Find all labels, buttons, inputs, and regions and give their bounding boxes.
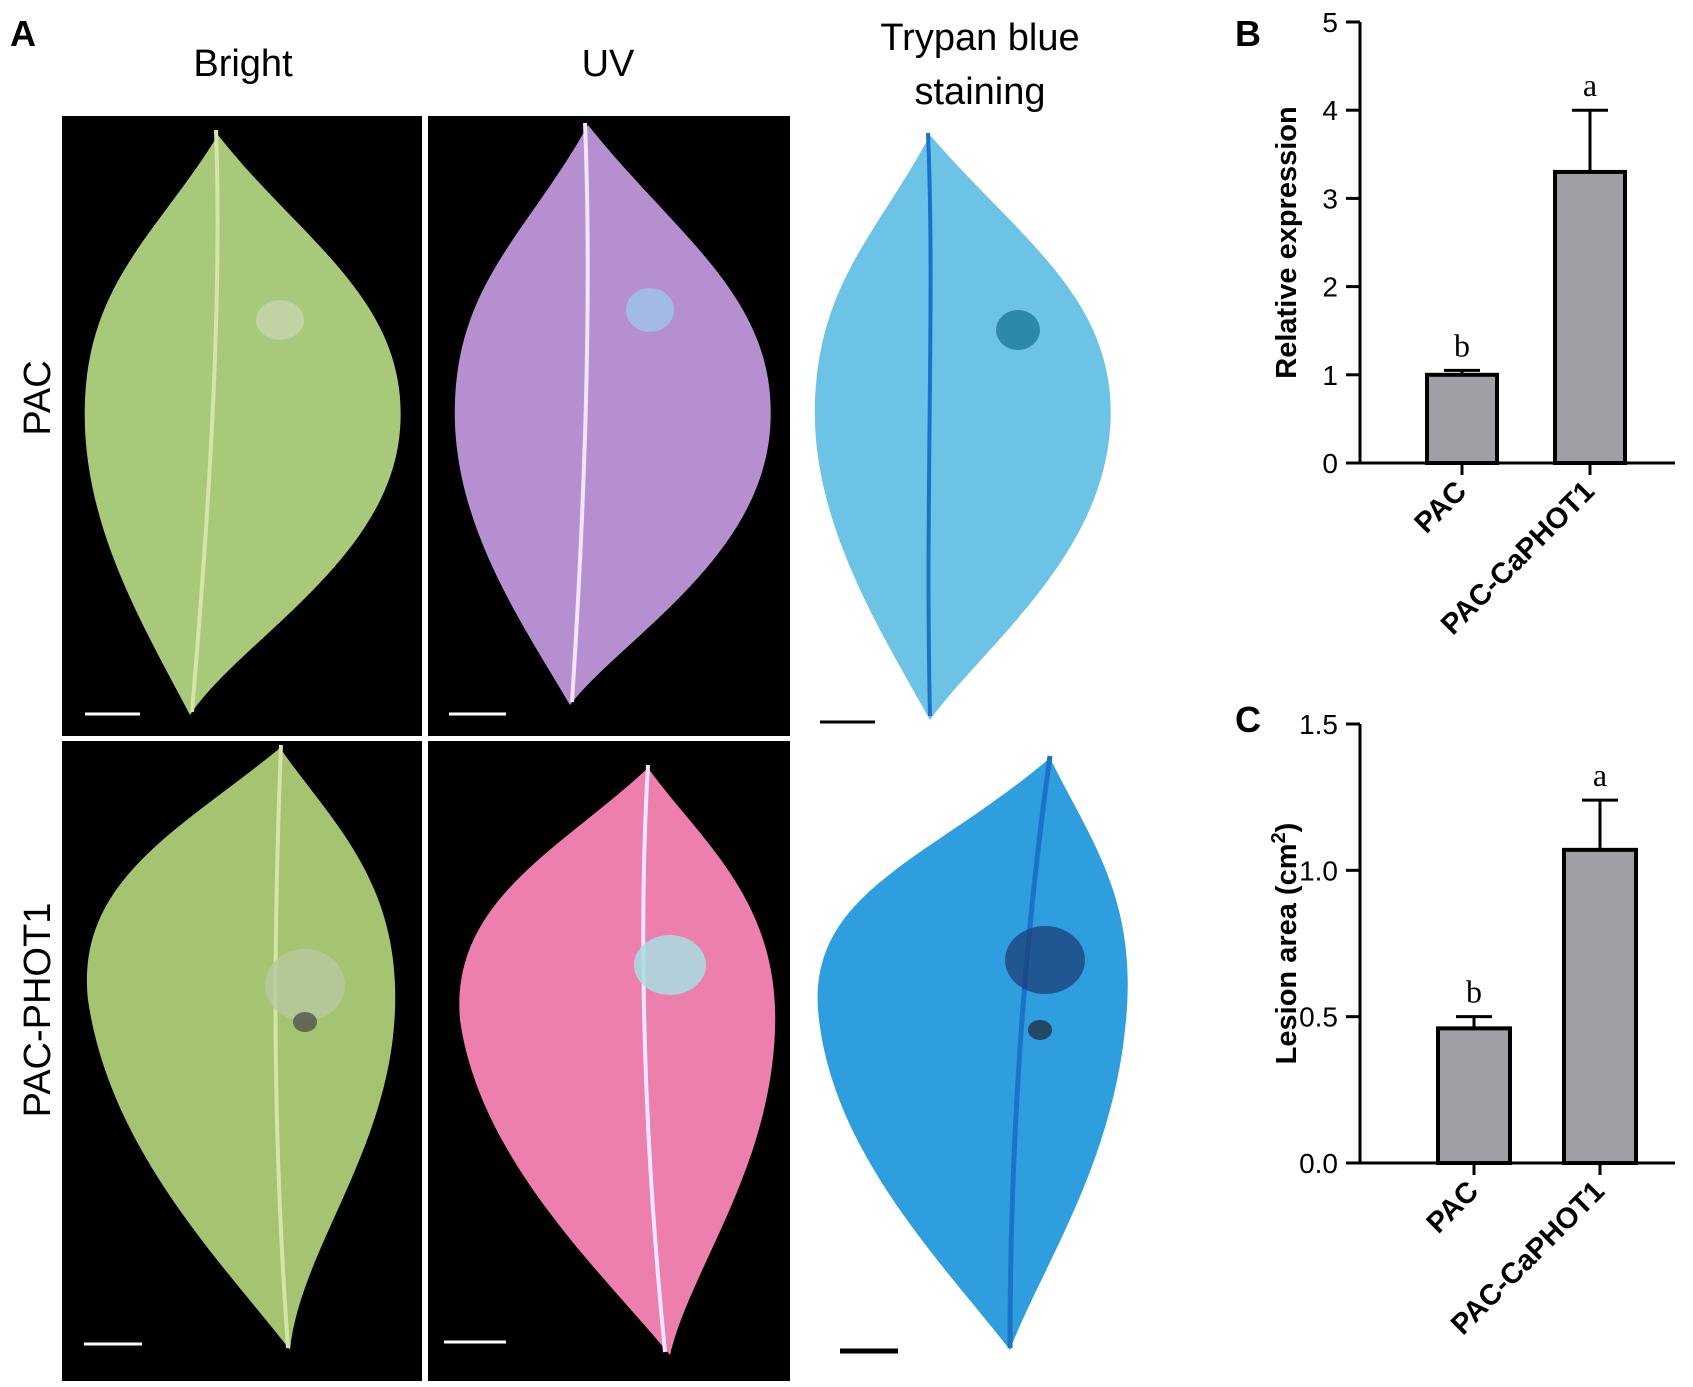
y-axis-label: Relative expression <box>1271 106 1303 378</box>
panel-a-label: A <box>10 13 36 54</box>
leaf-uv-phot1 <box>459 764 776 1355</box>
y-tick-label: 0.5 <box>1299 1002 1338 1033</box>
y-axis-label: Lesion area (cm2) <box>1268 823 1303 1065</box>
x-tick-label: PAC <box>1421 1175 1485 1239</box>
leaf-bright-pac <box>84 129 401 715</box>
y-tick-label: 2 <box>1322 272 1338 303</box>
significance-label: a <box>1593 757 1607 793</box>
column-title-bright: Bright <box>193 43 293 85</box>
y-tick-label: 1.0 <box>1299 855 1338 886</box>
bar <box>1425 372 1499 465</box>
y-tick-label: 1.5 <box>1299 709 1338 740</box>
y-tick-label: 5 <box>1322 7 1338 38</box>
column-title-trypan-line2: staining <box>915 71 1046 113</box>
row-title-pac-phot1: PAC-PHOT1 <box>17 903 59 1118</box>
bar <box>1553 169 1627 465</box>
y-tick-label: 0.0 <box>1299 1148 1338 1179</box>
bar <box>1436 1026 1512 1165</box>
leaf-bright-phot1 <box>86 744 396 1350</box>
y-tick-label: 3 <box>1322 183 1338 214</box>
significance-label: b <box>1454 327 1470 363</box>
y-tick-label: 4 <box>1322 95 1338 126</box>
column-title-trypan-line1: Trypan blue <box>880 17 1079 59</box>
panel-c-label: C <box>1235 699 1261 740</box>
leaf-uv-pac <box>454 122 771 705</box>
y-tick-label: 1 <box>1322 360 1338 391</box>
y-tick-label: 0 <box>1322 448 1338 479</box>
panel-b-label: B <box>1235 13 1261 54</box>
significance-label: b <box>1466 974 1482 1010</box>
row-title-pac: PAC <box>17 360 59 435</box>
leaf-trypan-phot1 <box>817 755 1128 1350</box>
leaf-trypan-pac <box>814 132 1111 720</box>
bar <box>1562 847 1638 1165</box>
x-tick-label: PAC <box>1409 475 1473 539</box>
significance-label: a <box>1583 67 1597 103</box>
column-title-uv: UV <box>582 43 635 85</box>
